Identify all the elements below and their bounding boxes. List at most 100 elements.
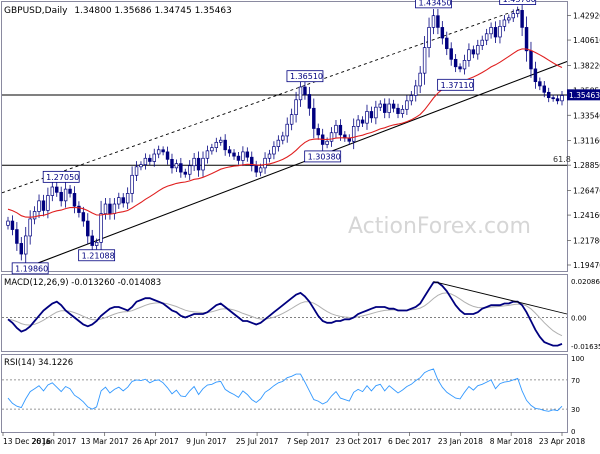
candle-body	[112, 203, 117, 214]
candle-body	[480, 39, 484, 46]
candle-body	[156, 149, 161, 155]
candle-body	[520, 10, 524, 28]
price-title: GBPUSD,Daily 1.34800 1.35686 1.34745 1.3…	[4, 6, 232, 16]
candle-body	[121, 197, 125, 204]
macd-signal-line	[7, 292, 563, 337]
candle-body	[396, 107, 400, 114]
candle-body	[551, 97, 555, 100]
candle-body	[258, 167, 263, 173]
macd-plot	[2, 281, 568, 347]
candle-body	[546, 91, 551, 98]
candle-body	[32, 211, 37, 220]
candle-body	[298, 86, 303, 101]
swing-label-text: 1.43450	[418, 0, 451, 7]
candle-body	[214, 141, 219, 148]
candle-body	[108, 203, 112, 214]
candle-body	[378, 103, 383, 108]
price-panel-frame	[1, 1, 568, 272]
ema-line	[7, 48, 563, 218]
rsi-y-axis: 100 70 30 0	[571, 355, 584, 436]
candle-body	[502, 19, 507, 27]
price-tick-label: 1.38220	[573, 61, 600, 70]
macd-trendline	[433, 281, 568, 315]
last-price-tag	[567, 89, 600, 101]
candle-body	[462, 60, 467, 70]
swing-label: 1.27050	[42, 170, 80, 183]
candle-body	[560, 95, 564, 102]
candle-body	[471, 49, 476, 55]
candle-body	[440, 27, 445, 39]
candle-body	[445, 37, 449, 50]
candle-body	[250, 156, 254, 167]
candle-body	[356, 119, 360, 127]
candle-body	[307, 94, 312, 109]
candle-body	[223, 139, 227, 151]
candle-body	[329, 132, 334, 142]
candle-body	[453, 58, 458, 68]
candle-body	[458, 66, 462, 70]
candle-body	[312, 107, 316, 129]
candle-body	[431, 15, 436, 28]
candle-body	[227, 149, 232, 154]
candle-body	[405, 100, 409, 110]
price-tick-label: 1.33540	[573, 111, 600, 120]
candle-body	[143, 157, 148, 166]
x-tick-label: 7 Sep 2017	[287, 437, 330, 446]
rsi-tick-label: 70	[571, 377, 580, 385]
swing-label-text: 1.37110	[441, 81, 474, 90]
candle-body	[15, 229, 19, 244]
candle-body	[374, 106, 378, 119]
price-grid: 61.8	[2, 94, 571, 166]
price-tick-label: 1.19470	[573, 261, 600, 270]
candle-body	[422, 47, 427, 74]
swing-label-box	[42, 170, 80, 183]
swing-label-text: 1.30380	[308, 152, 341, 161]
candle-body	[46, 195, 50, 211]
swing-label-box	[499, 0, 537, 5]
rsi-line	[7, 368, 563, 412]
swing-label-box	[286, 70, 324, 83]
rsi-title: RSI(14) 34.1226	[4, 358, 73, 368]
candle-body	[511, 13, 515, 19]
x-tick-label: 26 Apr 2017	[132, 437, 179, 446]
candle-body	[538, 81, 542, 87]
candle-body	[10, 220, 15, 230]
candle-body	[183, 171, 188, 175]
rsi-tick-label: 30	[571, 406, 580, 414]
candle-body	[427, 27, 431, 48]
x-tick-label: 13 Mar 2017	[81, 437, 129, 446]
candle-body	[285, 123, 289, 137]
candle-body	[41, 200, 46, 211]
candle-body	[303, 86, 307, 95]
price-tick-label: 1.40610	[573, 36, 600, 45]
candle-body	[139, 164, 143, 168]
candle-body	[281, 135, 285, 141]
candle-body	[59, 191, 63, 202]
candle-body	[241, 151, 245, 161]
swing-label: 1.43760	[499, 0, 537, 5]
x-tick-label: 23 Oct 2017	[336, 437, 383, 446]
candle-body	[152, 153, 156, 162]
price-ohlc: 1.34800 1.35686 1.34745 1.35463	[74, 6, 231, 16]
x-tick-label: 9 Jun 2017	[186, 437, 227, 446]
candle-body	[86, 220, 90, 237]
swing-label-text: 1.27050	[46, 173, 79, 182]
watermark: ActionForex.com	[348, 214, 531, 239]
price-tick-label: 1.28850	[573, 161, 600, 170]
candle-body	[272, 146, 276, 155]
rsi-plot	[2, 368, 567, 412]
candle-body	[187, 165, 192, 175]
candle-body	[263, 157, 267, 169]
candle-body	[219, 139, 223, 143]
candle-body	[19, 243, 24, 255]
candle-body	[103, 203, 108, 214]
candle-body	[493, 27, 498, 38]
rsi-tick-label: 100	[571, 355, 584, 363]
candle-body	[484, 33, 489, 41]
price-tick-label: 1.26470	[573, 187, 600, 196]
x-tick-label: 13 Dec 2016	[3, 437, 51, 446]
price-annotations: 1.19860 1.27050 1.21088 1.36510 1.30380 1.434…	[11, 0, 537, 275]
candle-body	[81, 212, 86, 222]
x-tick-label: 23 Apr 2018	[539, 437, 586, 446]
